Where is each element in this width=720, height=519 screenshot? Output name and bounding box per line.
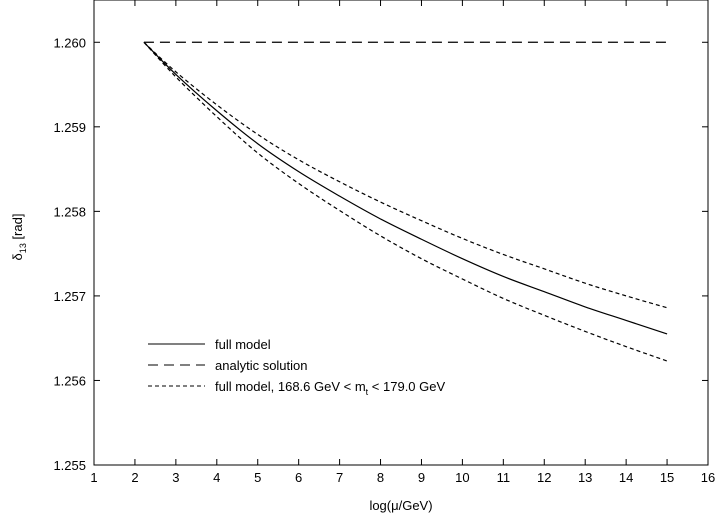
y-axis-label: δ13 [rad] [10, 214, 28, 261]
series-mt-upper-line [143, 41, 668, 309]
y-tick-label: 1.255 [53, 458, 86, 473]
x-tick-label: 14 [619, 470, 633, 485]
y-tick-label: 1.256 [53, 373, 86, 388]
legend-label-mt-range: full model, 168.6 GeV < mt < 179.0 GeV [215, 379, 445, 397]
y-axis: 1.255 1.256 1.257 1.258 1.259 1.260 [53, 35, 708, 473]
x-tick-label: 9 [418, 470, 425, 485]
x-tick-label: 16 [701, 470, 715, 485]
x-tick-label: 6 [295, 470, 302, 485]
x-tick-label: 13 [578, 470, 592, 485]
x-tick-label: 8 [377, 470, 384, 485]
legend-label-mt-range-main: full model, 168.6 GeV < m [215, 379, 366, 394]
series-full-model-line [143, 41, 668, 335]
chart-curves [143, 41, 668, 362]
x-tick-label: 15 [660, 470, 674, 485]
y-tick-label: 1.260 [53, 35, 86, 50]
legend: full model analytic solution full model,… [148, 337, 445, 397]
x-tick-label: 1 [90, 470, 97, 485]
y-axis-label-unit: [rad] [10, 214, 25, 244]
legend-label-mt-range-end: < 179.0 GeV [368, 379, 445, 394]
x-axis-label: log(μ/GeV) [369, 498, 432, 513]
x-tick-label: 11 [497, 470, 511, 485]
y-axis-label-main: δ [10, 253, 25, 260]
legend-label-mt-range-subscript: t [366, 387, 369, 397]
x-tick-label: 10 [455, 470, 469, 485]
y-tick-label: 1.258 [53, 204, 86, 219]
x-axis: 1 2 3 4 5 6 7 8 9 10 11 12 13 14 15 16 [90, 0, 715, 485]
x-tick-label: 4 [213, 470, 220, 485]
x-tick-label: 3 [172, 470, 179, 485]
x-tick-label: 7 [336, 470, 343, 485]
series-mt-lower-line [143, 41, 668, 362]
x-tick-label: 2 [131, 470, 138, 485]
x-tick-label: 5 [254, 470, 261, 485]
x-tick-label: 12 [537, 470, 551, 485]
y-tick-label: 1.257 [53, 289, 86, 304]
plot-frame [93, 0, 709, 466]
legend-label-analytic-solution: analytic solution [215, 358, 308, 373]
legend-label-full-model: full model [215, 337, 271, 352]
y-tick-label: 1.259 [53, 120, 86, 135]
y-axis-label-subscript: 13 [18, 243, 28, 253]
